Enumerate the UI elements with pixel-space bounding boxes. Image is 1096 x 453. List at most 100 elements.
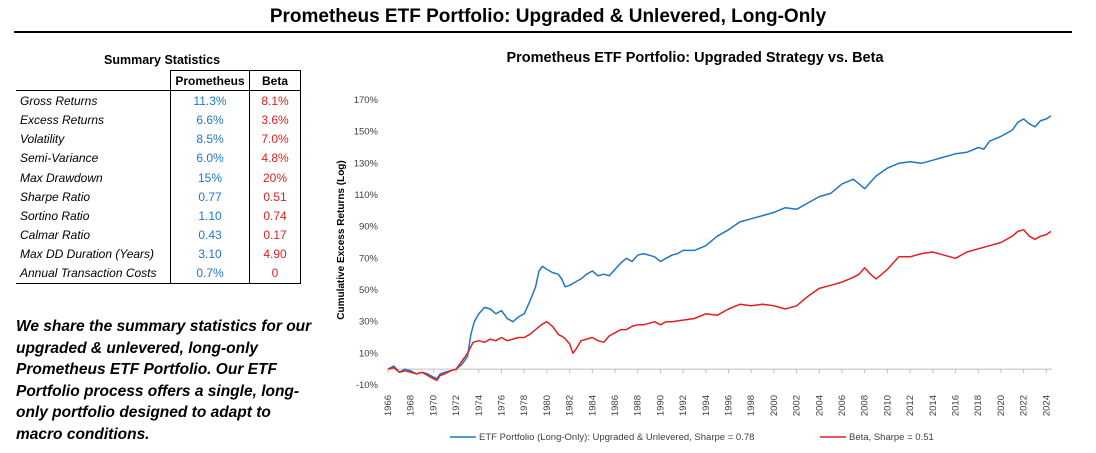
stat-label: Annual Transaction Costs — [16, 263, 171, 285]
page-title: Prometheus ETF Portfolio: Upgraded & Unl… — [269, 6, 827, 27]
x-tick-label: 1982 — [565, 395, 576, 416]
stat-label: Gross Returns — [16, 90, 171, 111]
summary-stats-table: Prometheus Beta Gross Returns 11.3% 8.1% Ex… — [16, 69, 301, 285]
y-tick-label: 110% — [354, 190, 378, 201]
y-axis-ticks: -10% 10% 30% 50% 70% 90% 110% 130% 150% 170% — [354, 95, 379, 391]
legend-label-prometheus: ETF Portfolio (Long-Only): Upgraded & Un… — [479, 432, 754, 443]
x-tick-label: 1980 — [542, 395, 553, 416]
series-line-beta — [387, 229, 1052, 382]
y-axis-title: Cumulative Excess Returns (Log) — [336, 160, 347, 319]
x-tick-label: 1994 — [701, 395, 712, 416]
stat-value-beta: 0.51 — [249, 187, 301, 207]
x-tick-label: 1978 — [519, 395, 530, 416]
x-tick-label: 2020 — [996, 395, 1007, 416]
x-tick-label: 1970 — [428, 395, 439, 416]
table-row: Sharpe Ratio 0.77 0.51 — [16, 187, 301, 207]
x-tick-label: 1976 — [497, 395, 508, 416]
stat-value-beta: 7.0% — [249, 129, 301, 149]
y-tick-label: 150% — [354, 127, 379, 138]
stat-value-prometheus: 0.43 — [170, 225, 250, 245]
x-tick-label: 2000 — [769, 395, 780, 416]
table-row: Calmar Ratio 0.43 0.17 — [16, 225, 301, 245]
y-tick-label: 50% — [359, 285, 379, 296]
table-row: Max Drawdown 15% 20% — [16, 167, 301, 188]
x-tick-label: 2018 — [973, 395, 984, 416]
header-prometheus: Prometheus — [170, 69, 250, 92]
stat-value-beta: 0.17 — [249, 225, 301, 245]
stat-value-beta: 8.1% — [249, 90, 301, 111]
x-tick-label: 1972 — [451, 395, 462, 416]
table-row: Annual Transaction Costs 0.7% 0 — [16, 263, 301, 285]
x-tick-label: 2024 — [1041, 395, 1052, 416]
stat-value-prometheus: 0.77 — [170, 187, 250, 207]
stat-label: Max DD Duration (Years) — [16, 244, 171, 264]
y-tick-label: 70% — [359, 253, 379, 264]
line-chart: -10% 10% 30% 50% 70% 90% 110% 130% 150% 170% 1966… — [336, 95, 1052, 443]
legend-label-beta: Beta, Sharpe = 0.51 — [849, 432, 934, 443]
stat-value-beta: 20% — [249, 167, 301, 188]
x-tick-label: 2016 — [951, 395, 962, 416]
x-tick-label: 2008 — [860, 395, 871, 416]
y-tick-label: 130% — [354, 158, 379, 169]
stat-label: Max Drawdown — [16, 167, 171, 188]
stat-value-beta: 0 — [249, 263, 301, 285]
stat-label: Calmar Ratio — [16, 225, 171, 245]
table-header-row: Prometheus Beta — [16, 69, 301, 92]
title-divider — [14, 31, 1072, 33]
stat-label: Sortino Ratio — [16, 206, 171, 226]
stat-value-prometheus: 6.0% — [170, 148, 250, 168]
x-tick-label: 2010 — [882, 395, 893, 416]
stat-value-prometheus: 1.10 — [170, 206, 250, 226]
stat-label: Sharpe Ratio — [16, 187, 171, 207]
y-tick-label: 90% — [359, 222, 379, 233]
stat-label: Excess Returns — [16, 110, 171, 130]
x-tick-label: 1968 — [406, 395, 417, 416]
x-tick-label: 1986 — [610, 395, 621, 416]
x-tick-label: 2022 — [1019, 395, 1030, 416]
stat-value-prometheus: 6.6% — [170, 110, 250, 130]
stat-value-prometheus: 8.5% — [170, 129, 250, 149]
table-row: Gross Returns 11.3% 8.1% — [16, 90, 301, 111]
table-row: Sortino Ratio 1.10 0.74 — [16, 206, 301, 226]
x-axis-ticks: 1966 1968 1970 1972 1974 1976 1978 1980 1982 1984… — [383, 369, 1052, 416]
stats-table-body: Gross Returns 11.3% 8.1% Excess Returns 6.6%… — [16, 90, 301, 285]
stat-value-beta: 0.74 — [249, 206, 301, 226]
y-tick-label: 10% — [359, 348, 379, 359]
x-tick-label: 1996 — [724, 395, 735, 416]
y-tick-label: 30% — [359, 317, 379, 328]
x-tick-label: 2014 — [928, 395, 939, 416]
x-tick-label: 1988 — [633, 395, 644, 416]
table-row: Excess Returns 6.6% 3.6% — [16, 110, 301, 130]
stat-value-beta: 4.8% — [249, 148, 301, 168]
y-tick-label: 170% — [354, 95, 379, 106]
stat-label: Volatility — [16, 129, 171, 149]
x-tick-label: 2006 — [837, 395, 848, 416]
table-row: Semi-Variance 6.0% 4.8% — [16, 148, 301, 168]
x-tick-label: 1974 — [474, 395, 485, 416]
y-tick-label: -10% — [356, 380, 379, 391]
x-tick-label: 1984 — [587, 395, 598, 416]
x-tick-label: 1966 — [383, 395, 394, 416]
stat-value-prometheus: 3.10 — [170, 244, 250, 264]
stat-value-prometheus: 0.7% — [170, 263, 250, 285]
series-line-prometheus — [387, 115, 1052, 380]
chart-legend: ETF Portfolio (Long-Only): Upgraded & Un… — [450, 432, 934, 443]
summary-paragraph: We share the summary statistics for our … — [16, 318, 312, 443]
x-tick-label: 1998 — [746, 395, 757, 416]
header-beta: Beta — [249, 69, 301, 92]
stat-label: Semi-Variance — [16, 148, 171, 168]
stats-caption: Summary Statistics — [104, 53, 221, 67]
x-tick-label: 1992 — [678, 395, 689, 416]
chart-title: Prometheus ETF Portfolio: Upgraded Strat… — [506, 50, 884, 66]
series-layer — [387, 115, 1052, 382]
stat-value-prometheus: 11.3% — [170, 90, 250, 111]
stat-value-prometheus: 15% — [170, 167, 250, 188]
header-label-cell — [16, 70, 171, 92]
table-row: Max DD Duration (Years) 3.10 4.90 — [16, 244, 301, 264]
stat-value-beta: 3.6% — [249, 110, 301, 130]
table-row: Volatility 8.5% 7.0% — [16, 129, 301, 149]
x-tick-label: 2004 — [814, 395, 825, 416]
x-tick-label: 2012 — [905, 395, 916, 416]
stat-value-beta: 4.90 — [249, 244, 301, 264]
x-tick-label: 2002 — [792, 395, 803, 416]
